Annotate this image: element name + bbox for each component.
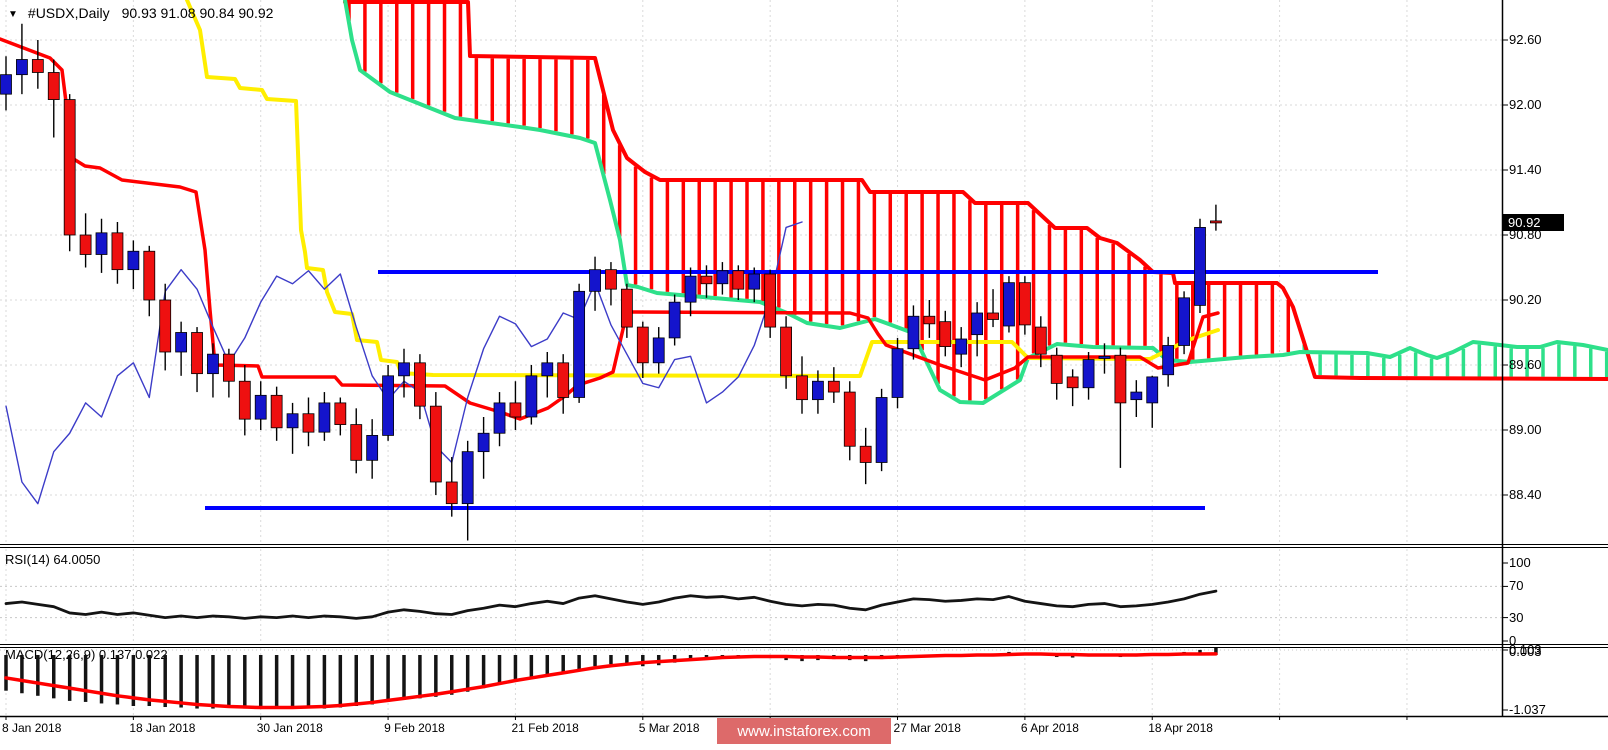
macd-axis-label: 0.003 [1509, 644, 1542, 659]
macd-indicator-label: MACD(12,26,9) 0.137 0.022 [5, 647, 168, 662]
macd-axis-label: 0.103 [1509, 642, 1542, 657]
support-lines-layer [205, 270, 1378, 510]
rsi-axis-label: 70 [1509, 578, 1524, 594]
watermark-text: www.instaforex.com [737, 722, 871, 740]
ohlc-values: 90.93 91.08 90.84 90.92 [121, 5, 274, 21]
price-axis-label: 90.20 [1509, 291, 1542, 307]
date-axis-label: 5 Mar 2018 [638, 721, 700, 735]
dropdown-triangle-icon[interactable]: ▼ [8, 9, 18, 20]
price-axis-label: 92.60 [1509, 32, 1542, 47]
date-axis-label: 9 Feb 2018 [384, 721, 445, 735]
date-axis-label: 6 Apr 2018 [1020, 721, 1079, 735]
rsi-axis-label: 100 [1509, 555, 1531, 570]
price-axis-label: 88.40 [1509, 486, 1542, 502]
chart-header: ▼ #USDX,Daily 90.93 91.08 90.84 90.92 [8, 5, 273, 21]
price-axis-label: 90.80 [1509, 226, 1542, 242]
macd-axis-label: -1.037 [1509, 702, 1546, 717]
rsi-indicator-label: RSI(14) 64.0050 [5, 552, 101, 567]
date-axis-label: 18 Jan 2018 [129, 721, 196, 735]
date-axis-label: 21 Feb 2018 [511, 721, 579, 735]
ichimoku-cloud-layer [343, 0, 1608, 405]
rsi-axis-label: 30 [1509, 609, 1524, 625]
candles-layer [0, 23, 1222, 541]
date-axis-label: 8 Jan 2018 [2, 721, 62, 735]
date-axis-label: 27 Mar 2018 [893, 721, 961, 735]
borders-layer [0, 0, 1608, 720]
macd-layer [0, 648, 1502, 710]
current-price-tag: 90.92 [1503, 213, 1564, 231]
date-axis-label: 18 Apr 2018 [1148, 721, 1213, 735]
rsi-axis-label: 0 [1509, 633, 1517, 648]
symbol-timeframe-label: #USDX,Daily [27, 5, 110, 21]
date-axis-label: 30 Jan 2018 [256, 721, 323, 735]
rsi-layer [0, 585, 1502, 620]
watermark: www.instaforex.com [717, 718, 891, 744]
price-axis-label: 92.00 [1509, 96, 1542, 112]
price-axis-label: 91.40 [1509, 161, 1542, 177]
price-axis-label: 89.00 [1509, 421, 1542, 437]
price-axis-label: 89.60 [1509, 356, 1542, 372]
